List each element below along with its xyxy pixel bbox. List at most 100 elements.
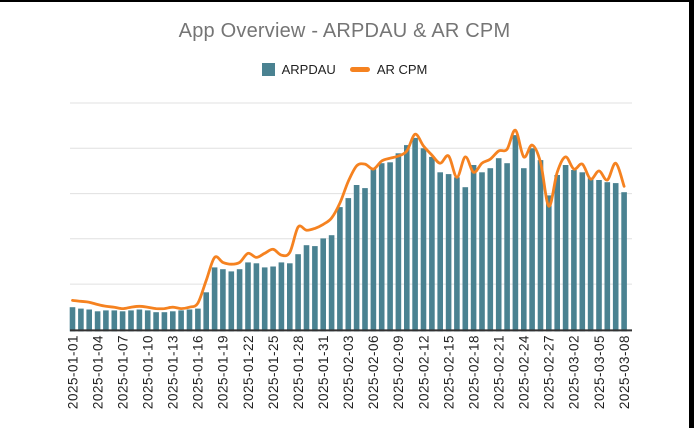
bar-2025-01-31[interactable] <box>320 238 326 332</box>
chart-title: App Overview - ARPDAU & AR CPM <box>178 20 511 42</box>
bar-2025-01-21[interactable] <box>236 269 243 332</box>
x-tick-label-2025-01-01: 2025-01-01 <box>65 335 80 409</box>
x-tick-label-2025-01-16: 2025-01-16 <box>191 335 206 409</box>
bar-2025-02-20[interactable] <box>487 168 494 332</box>
bar-2025-02-04[interactable] <box>353 185 360 332</box>
bar-2025-02-22[interactable] <box>504 163 510 332</box>
bar-2025-02-07[interactable] <box>378 163 385 332</box>
x-tick-label-2025-02-18: 2025-02-18 <box>466 335 481 409</box>
bar-2025-01-29[interactable] <box>303 245 310 332</box>
bar-2025-01-19[interactable] <box>220 269 226 332</box>
window-border-right <box>689 0 694 428</box>
bar-2025-02-08[interactable] <box>387 162 393 332</box>
bar-2025-01-26[interactable] <box>278 262 285 332</box>
bar-2025-01-24[interactable] <box>261 267 268 332</box>
legend-label-arcpm: AR CPM <box>376 62 428 77</box>
legend-label-arpdau: ARPDAU <box>281 62 336 77</box>
bar-2025-02-25[interactable] <box>529 148 535 332</box>
bar-2025-01-16[interactable] <box>195 308 201 332</box>
arpdau-swatch-icon <box>261 63 275 76</box>
bar-2025-01-20[interactable] <box>228 271 235 332</box>
bar-2025-01-07[interactable] <box>119 311 126 332</box>
legend-item-arcpm: AR CPM <box>349 62 428 77</box>
bar-2025-01-06[interactable] <box>111 310 118 332</box>
bar-2025-02-26[interactable] <box>537 160 544 332</box>
bar-2025-02-05[interactable] <box>362 188 368 332</box>
bar-2025-02-21[interactable] <box>495 158 502 332</box>
bar-2025-01-04[interactable] <box>94 311 101 332</box>
x-tick-label-2025-02-03: 2025-02-03 <box>341 335 356 409</box>
bar-2025-02-01[interactable] <box>328 235 335 332</box>
bar-2025-02-12[interactable] <box>420 148 427 332</box>
bar-2025-01-25[interactable] <box>270 266 276 332</box>
bar-2025-03-06[interactable] <box>604 182 611 332</box>
x-tick-label-2025-01-13: 2025-01-13 <box>166 335 181 409</box>
bar-2025-02-10[interactable] <box>404 145 410 332</box>
bar-2025-03-08[interactable] <box>621 192 627 332</box>
bar-2025-02-03[interactable] <box>345 198 352 332</box>
x-tick-label-2025-02-24: 2025-02-24 <box>517 335 532 409</box>
bar-2025-03-02[interactable] <box>571 170 577 332</box>
bar-2025-02-18[interactable] <box>470 165 477 332</box>
bar-2025-02-17[interactable] <box>462 187 469 332</box>
x-tick-label-2025-01-25: 2025-01-25 <box>266 335 281 409</box>
bar-2025-01-22[interactable] <box>245 262 251 332</box>
bar-2025-02-11[interactable] <box>412 137 418 332</box>
x-tick-label-2025-02-21: 2025-02-21 <box>492 335 507 409</box>
ar-cpm-line[interactable] <box>71 128 626 311</box>
bar-2025-03-05[interactable] <box>596 180 602 332</box>
bar-2025-01-14[interactable] <box>178 310 184 332</box>
x-tick-label-2025-01-04: 2025-01-04 <box>90 335 105 409</box>
bar-2025-01-13[interactable] <box>170 311 176 332</box>
bar-2025-01-28[interactable] <box>295 254 301 332</box>
x-tick-label-2025-02-12: 2025-02-12 <box>416 335 431 409</box>
bar-2025-01-15[interactable] <box>186 309 193 332</box>
x-tick-label-2025-01-19: 2025-01-19 <box>216 335 231 409</box>
legend-item-arpdau: ARPDAU <box>261 62 336 77</box>
bar-2025-03-04[interactable] <box>587 178 594 332</box>
bar-2025-01-02[interactable] <box>78 308 84 332</box>
bar-2025-01-27[interactable] <box>287 263 293 332</box>
bar-2025-01-17[interactable] <box>203 292 209 332</box>
x-tick-label-2025-03-08: 2025-03-08 <box>617 335 632 409</box>
x-tick-label-2025-01-31: 2025-01-31 <box>316 335 331 409</box>
x-tick-label-2025-01-22: 2025-01-22 <box>241 335 256 409</box>
bar-2025-01-01[interactable] <box>69 307 76 332</box>
bar-2025-01-05[interactable] <box>103 310 109 332</box>
bar-2025-03-01[interactable] <box>562 165 569 332</box>
x-tick-label-2025-02-27: 2025-02-27 <box>542 335 557 409</box>
x-tick-label-2025-03-02: 2025-03-02 <box>567 335 582 409</box>
x-tick-label-2025-03-05: 2025-03-05 <box>592 335 607 409</box>
bar-2025-02-09[interactable] <box>395 153 402 332</box>
x-tick-label-2025-02-09: 2025-02-09 <box>391 335 406 409</box>
window-border-top <box>0 0 694 2</box>
bar-2025-02-16[interactable] <box>454 177 460 332</box>
bar-2025-02-13[interactable] <box>429 156 435 332</box>
bar-2025-02-06[interactable] <box>370 169 377 332</box>
bar-2025-01-09[interactable] <box>136 309 143 332</box>
bar-2025-02-19[interactable] <box>479 172 485 332</box>
bar-2025-01-30[interactable] <box>312 246 318 332</box>
bar-2025-01-08[interactable] <box>128 310 134 332</box>
bar-2025-01-10[interactable] <box>144 310 151 332</box>
x-tick-label-2025-02-06: 2025-02-06 <box>366 335 381 409</box>
bar-2025-02-15[interactable] <box>445 174 452 332</box>
bar-2025-02-14[interactable] <box>437 172 443 332</box>
x-tick-label-2025-01-10: 2025-01-10 <box>141 335 156 409</box>
bar-2025-01-03[interactable] <box>86 309 92 332</box>
bar-2025-02-28[interactable] <box>554 175 560 332</box>
bar-2025-01-12[interactable] <box>161 312 168 332</box>
bar-2025-03-07[interactable] <box>612 183 619 332</box>
chart-legend: ARPDAU AR CPM <box>0 62 689 77</box>
bar-2025-01-11[interactable] <box>153 312 159 332</box>
bar-2025-02-24[interactable] <box>521 168 527 332</box>
bar-2025-01-23[interactable] <box>253 263 260 332</box>
bar-2025-02-02[interactable] <box>337 207 343 332</box>
bar-2025-02-23[interactable] <box>512 135 519 332</box>
bar-2025-02-27[interactable] <box>546 195 552 332</box>
bar-2025-01-18[interactable] <box>211 267 218 332</box>
x-tick-label-2025-01-07: 2025-01-07 <box>115 335 130 409</box>
bar-2025-03-03[interactable] <box>579 172 586 332</box>
x-tick-label-2025-02-15: 2025-02-15 <box>441 335 456 409</box>
